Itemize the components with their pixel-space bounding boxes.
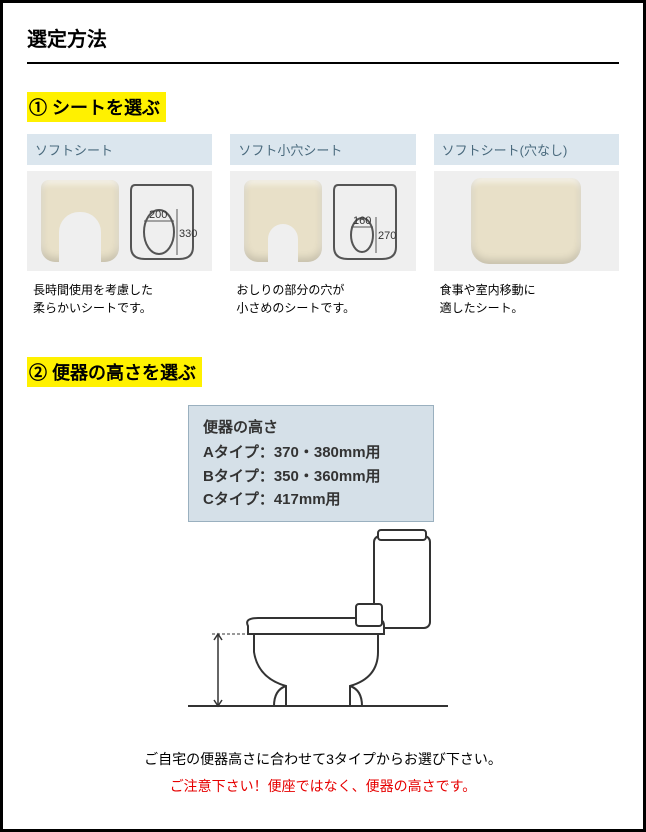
height-row: Cタイプ：417mm用: [203, 488, 419, 511]
height-panel: 便器の高さ Aタイプ：370・380mm用 Bタイプ：350・360mm用 Cタ…: [188, 405, 434, 522]
dim-w-text: 160: [353, 215, 371, 227]
section-1-heading: ① シートを選ぶ: [27, 92, 166, 122]
desc-line: 小さめのシートです。: [236, 301, 355, 315]
desc-line: おしりの部分の穴が: [236, 283, 344, 297]
note-line-1: ご自宅の便器高さに合わせて3タイプからお選び下さい。: [27, 746, 619, 773]
height-row: Bタイプ：350・360mm用: [203, 465, 419, 488]
height-row: Aタイプ：370・380mm用: [203, 441, 419, 464]
cushion-icon: [244, 180, 322, 262]
sheet-graphic: 160 270: [230, 171, 415, 271]
toilet-row: 便器の高さ Aタイプ：370・380mm用 Bタイプ：350・360mm用 Cタ…: [27, 405, 619, 728]
cushion-icon: [41, 180, 119, 262]
sheet-desc: 食事や室内移動に 適したシート。: [434, 281, 619, 317]
sheet-desc: おしりの部分の穴が 小さめのシートです。: [230, 281, 415, 317]
sheet-item-small-hole: ソフト小穴シート 160 270 おしりの部分の穴が 小さめのシートです。: [230, 134, 415, 317]
sheet-desc: 長時間使用を考慮した 柔らかいシートです。: [27, 281, 212, 317]
bottom-notes: ご自宅の便器高さに合わせて3タイプからお選び下さい。 ご注意下さい！便座ではなく…: [27, 746, 619, 799]
desc-line: 適したシート。: [440, 301, 524, 315]
sheet-item-soft: ソフトシート 200 330 長時間使用を考慮した 柔らかいシートです。: [27, 134, 212, 317]
sheet-label: ソフト小穴シート: [230, 134, 415, 165]
desc-line: 長時間使用を考慮した: [33, 283, 153, 297]
section-2: ② 便器の高さを選ぶ 便器の高さ Aタイプ：370・380mm用 Bタイプ：35…: [27, 357, 619, 799]
sheet-graphic: 200 330: [27, 171, 212, 271]
section-2-heading: ② 便器の高さを選ぶ: [27, 357, 202, 387]
section-1: ① シートを選ぶ ソフトシート 200 330 長: [27, 92, 619, 317]
outline-diagram: 160 270: [328, 177, 402, 265]
sheet-row: ソフトシート 200 330 長時間使用を考慮した 柔らかいシートです。: [27, 134, 619, 317]
document-page: 選定方法 ① シートを選ぶ ソフトシート 200 330: [0, 0, 646, 832]
sheet-label: ソフトシート: [27, 134, 212, 165]
page-title: 選定方法: [27, 23, 619, 64]
cushion-icon: [471, 178, 581, 264]
toilet-diagram: [178, 518, 458, 728]
sheet-item-no-hole: ソフトシート(穴なし) 食事や室内移動に 適したシート。: [434, 134, 619, 317]
desc-line: 柔らかいシートです。: [33, 301, 152, 315]
dim-w-text: 200: [149, 209, 167, 221]
dim-h-text: 270: [378, 230, 396, 242]
sheet-label: ソフトシート(穴なし): [434, 134, 619, 165]
desc-line: 食事や室内移動に: [440, 283, 536, 297]
dim-h-text: 330: [179, 228, 197, 240]
height-panel-title: 便器の高さ: [203, 416, 419, 439]
note-line-caution: ご注意下さい！便座ではなく、便器の高さです。: [27, 773, 619, 800]
sheet-graphic: [434, 171, 619, 271]
outline-diagram: 200 330: [125, 177, 199, 265]
